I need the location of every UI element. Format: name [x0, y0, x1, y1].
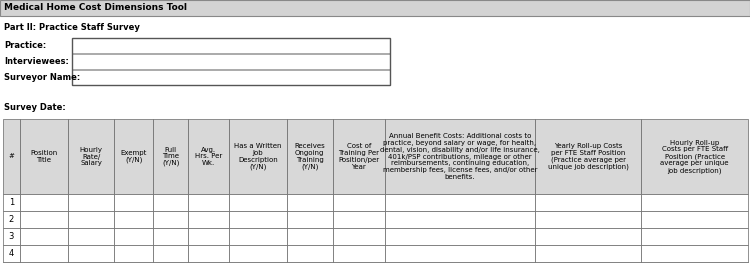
Bar [641, 119, 748, 194]
Bar [72, 54, 390, 69]
Bar [229, 194, 286, 211]
Bar [114, 194, 153, 211]
Bar [114, 211, 153, 228]
Text: Survey Date:: Survey Date: [4, 103, 66, 112]
Bar [20, 194, 68, 211]
Bar [3, 245, 20, 262]
Bar [333, 228, 385, 245]
Bar [153, 228, 188, 245]
Text: Surveyor Name:: Surveyor Name: [4, 73, 80, 82]
Bar [641, 228, 748, 245]
Text: Position
Title: Position Title [30, 150, 58, 163]
Bar [153, 245, 188, 262]
Bar [535, 211, 641, 228]
Text: Annual Benefit Costs: Additional costs to
practice, beyond salary or wage, for h: Annual Benefit Costs: Additional costs t… [380, 133, 540, 180]
Text: Hourly
Rate/
Salary: Hourly Rate/ Salary [80, 147, 103, 166]
Bar [188, 262, 229, 263]
Bar [535, 194, 641, 211]
Bar [3, 211, 20, 228]
Bar [114, 119, 153, 194]
Bar [20, 228, 68, 245]
Text: Receives
Ongoing
Training
(Y/N): Receives Ongoing Training (Y/N) [294, 143, 325, 170]
Bar [20, 245, 68, 262]
Bar [286, 262, 333, 263]
Bar [333, 119, 385, 194]
Bar [229, 228, 286, 245]
Bar [72, 70, 390, 85]
Text: Avg.
Hrs. Per
Wk.: Avg. Hrs. Per Wk. [195, 147, 222, 166]
Bar [385, 245, 535, 262]
Bar [114, 262, 153, 263]
Text: Hourly Roll-up
Costs per FTE Staff
Position (Practice
average per unique
job des: Hourly Roll-up Costs per FTE Staff Posit… [661, 139, 729, 174]
Text: Practice:: Practice: [4, 41, 46, 50]
Bar [114, 245, 153, 262]
Bar [333, 194, 385, 211]
Text: Exempt
(Y/N): Exempt (Y/N) [121, 150, 147, 163]
Bar [385, 211, 535, 228]
Bar [286, 211, 333, 228]
Bar [20, 211, 68, 228]
Bar [153, 262, 188, 263]
Bar [0, 0, 750, 16]
Bar [229, 119, 286, 194]
Bar [286, 119, 333, 194]
Bar [68, 119, 114, 194]
Bar [188, 194, 229, 211]
Bar [535, 262, 641, 263]
Text: Medical Home Cost Dimensions Tool: Medical Home Cost Dimensions Tool [4, 3, 187, 13]
Bar [333, 211, 385, 228]
Bar [153, 194, 188, 211]
Bar [20, 262, 68, 263]
Bar [3, 194, 20, 211]
Bar [20, 119, 68, 194]
Bar [188, 228, 229, 245]
Bar [68, 245, 114, 262]
Bar [641, 262, 748, 263]
Text: Cost of
Training Per
Position/per
Year: Cost of Training Per Position/per Year [338, 143, 380, 170]
Text: 1: 1 [9, 198, 14, 207]
Bar [72, 38, 390, 85]
Bar [68, 211, 114, 228]
Bar [333, 245, 385, 262]
Bar [188, 211, 229, 228]
Bar [385, 262, 535, 263]
Bar [535, 245, 641, 262]
Bar [3, 228, 20, 245]
Bar [3, 119, 20, 194]
Bar [385, 228, 535, 245]
Bar [153, 119, 188, 194]
Bar [153, 211, 188, 228]
Text: Interviewees:: Interviewees: [4, 57, 69, 66]
Bar [286, 228, 333, 245]
Bar [641, 245, 748, 262]
Text: #: # [8, 154, 14, 159]
Text: Full
Time
(Y/N): Full Time (Y/N) [162, 146, 179, 166]
Bar [68, 194, 114, 211]
Bar [229, 245, 286, 262]
Bar [385, 119, 535, 194]
Bar [114, 228, 153, 245]
Bar [641, 211, 748, 228]
Bar [68, 228, 114, 245]
Bar [68, 262, 114, 263]
Bar [641, 194, 748, 211]
Text: 4: 4 [9, 249, 14, 258]
Bar [229, 211, 286, 228]
Bar [535, 228, 641, 245]
Bar [229, 262, 286, 263]
Bar [286, 194, 333, 211]
Bar [535, 119, 641, 194]
Bar [188, 245, 229, 262]
Bar [188, 119, 229, 194]
Bar [333, 262, 385, 263]
Text: 3: 3 [9, 232, 14, 241]
Bar [3, 262, 20, 263]
Text: Has a Written
Job
Description
(Y/N): Has a Written Job Description (Y/N) [234, 143, 281, 170]
Bar [286, 245, 333, 262]
Bar [72, 38, 390, 53]
Text: Yearly Roll-up Costs
per FTE Staff Position
(Practice average per
unique job des: Yearly Roll-up Costs per FTE Staff Posit… [548, 143, 628, 170]
Bar [385, 194, 535, 211]
Text: 2: 2 [9, 215, 14, 224]
Text: Part II: Practice Staff Survey: Part II: Practice Staff Survey [4, 23, 140, 33]
